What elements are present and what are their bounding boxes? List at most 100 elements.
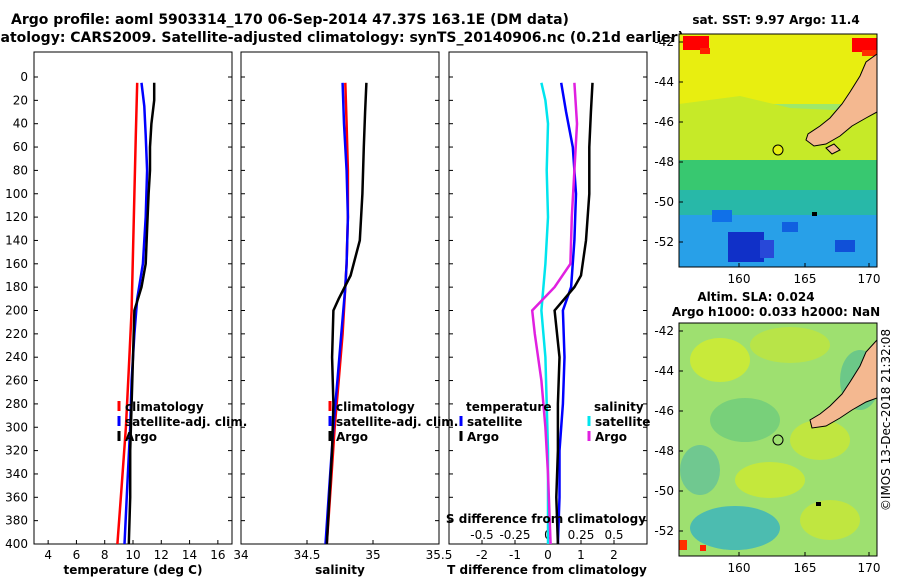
depth-tick-label: 20 [13, 93, 28, 107]
depth-tick-label: 300 [5, 420, 28, 434]
t-difference-axis-label: T difference from climatology [447, 563, 647, 577]
x-tick-label: -2 [476, 548, 488, 562]
x-tick-label: 10 [125, 548, 140, 562]
lon-tick-label: 165 [794, 272, 817, 286]
depth-tick-label: 100 [5, 187, 28, 201]
x-tick-label: 0 [544, 548, 552, 562]
salinity-axis-label: salinity [315, 563, 365, 577]
lat-tick-label: -42 [654, 324, 674, 338]
depth-tick-label: 380 [5, 514, 28, 528]
x-tick-label: 1 [577, 548, 585, 562]
lat-tick-label: -46 [654, 404, 674, 418]
series-temperature-argo [553, 82, 594, 544]
legend-satellite-adj: satellite-adj. clim. [125, 415, 247, 429]
temperature-axis-label: temperature (deg C) [64, 563, 203, 577]
legend-s-argo: Argo [595, 430, 627, 444]
salinity-axis: 34 34.5 35 35.5 [233, 540, 452, 562]
series-salinity-argo [530, 82, 579, 544]
lat-tick-label: -46 [654, 115, 674, 129]
lon-tick-label: 160 [728, 561, 751, 575]
x-tick-label: -1 [509, 548, 521, 562]
depth-tick-label: 0 [20, 70, 28, 84]
salinity-panel-frame [240, 51, 440, 545]
depth-tick-label: 160 [5, 257, 28, 271]
s-diff-tick-label: -0.5 [470, 528, 493, 542]
legend-s-satellite: satellite [595, 415, 650, 429]
depth-tick-label: 40 [13, 117, 28, 131]
sla-map [679, 323, 877, 556]
legend-t-satellite: satellite [467, 415, 522, 429]
salinity-profiles [324, 82, 368, 544]
argo-float-marker [772, 144, 784, 156]
legend-argo: Argo [336, 430, 368, 444]
legend-salinity-heading: salinity [594, 400, 644, 414]
t-difference-axis: -2 -1 0 1 2 [476, 540, 618, 562]
salinity-legend: climatology satellite-adj. clim. Argo [328, 400, 458, 444]
legend-temperature-heading: temperature [466, 400, 551, 414]
lat-tick-label: -42 [654, 35, 674, 49]
series-temperature-satellite [556, 82, 578, 544]
series-argo [127, 82, 156, 544]
sla-map-title-line2: Argo h1000: 0.033 h2000: NaN [672, 305, 880, 319]
lon-tick-label: 170 [858, 272, 881, 286]
depth-tick-label: 60 [13, 140, 28, 154]
sla-map-axes: -42 -44 -46 -48 -50 -52 160 165 170 [654, 324, 880, 575]
lat-tick-label: -52 [654, 524, 674, 538]
legend-t-argo: Argo [467, 430, 499, 444]
sla-map-title-line1: Altim. SLA: 0.024 [697, 290, 814, 304]
depth-tick-label: 260 [5, 374, 28, 388]
x-tick-label: 35.5 [426, 548, 453, 562]
x-tick-label: 4 [44, 548, 52, 562]
lat-tick-label: -44 [654, 364, 674, 378]
series-argo [325, 82, 368, 544]
s-diff-tick-label: 0.25 [568, 528, 595, 542]
sst-map [679, 34, 877, 267]
depth-tick-label: 180 [5, 280, 28, 294]
temperature-axis: 4 6 8 10 12 14 16 [44, 540, 225, 562]
depth-tick-label: 120 [5, 210, 28, 224]
s-diff-tick-label: 0.5 [604, 528, 623, 542]
x-tick-label: 8 [101, 548, 109, 562]
lat-tick-label: -48 [654, 444, 674, 458]
depth-tick-label: 280 [5, 397, 28, 411]
lat-tick-label: -52 [654, 235, 674, 249]
lat-tick-label: -48 [654, 155, 674, 169]
depth-tick-label: 340 [5, 467, 28, 481]
sst-map-title: sat. SST: 9.97 Argo: 11.4 [692, 13, 859, 27]
temperature-legend: climatology satellite-adj. clim. Argo [117, 400, 247, 444]
depth-tick-label: 320 [5, 444, 28, 458]
difference-profiles [530, 82, 594, 544]
x-tick-label: 2 [610, 548, 618, 562]
x-tick-label: 6 [73, 548, 81, 562]
depth-tick-label: 200 [5, 304, 28, 318]
depth-tick-label: 80 [13, 163, 28, 177]
x-tick-label: 34 [233, 548, 248, 562]
x-tick-label: 12 [154, 548, 169, 562]
lat-tick-label: -44 [654, 75, 674, 89]
lon-tick-label: 165 [794, 561, 817, 575]
sla-map-frame [678, 322, 878, 557]
x-tick-label: 34.5 [294, 548, 321, 562]
lon-tick-label: 160 [728, 272, 751, 286]
depth-tick-label: 220 [5, 327, 28, 341]
s-difference-axis-label: S difference from climatology [446, 512, 646, 526]
sst-map-axes: -42 -44 -46 -48 -50 -52 160 165 170 [654, 35, 880, 286]
figure-title-line1: Argo profile: aoml 5903314_170 06-Sep-20… [11, 12, 569, 28]
depth-tick-label: 360 [5, 490, 28, 504]
lat-tick-label: -50 [654, 484, 674, 498]
sst-map-frame [678, 33, 878, 268]
legend-satellite-adj: satellite-adj. clim. [336, 415, 458, 429]
depth-tick-label: 240 [5, 350, 28, 364]
temperature-profiles [116, 82, 156, 544]
s-diff-tick-label: -0.25 [499, 528, 530, 542]
lon-tick-label: 170 [858, 561, 881, 575]
depth-tick-label: 140 [5, 233, 28, 247]
legend-climatology: climatology [125, 400, 204, 414]
series-climatology [116, 82, 139, 544]
legend-argo: Argo [125, 430, 157, 444]
depth-tick-label: 400 [5, 537, 28, 551]
depth-axis: 0 20 40 60 80 100 120 140 160 180 200 220 240 260 280 3… [5, 70, 647, 551]
x-tick-label: 35 [365, 548, 380, 562]
legend-climatology: climatology [336, 400, 415, 414]
